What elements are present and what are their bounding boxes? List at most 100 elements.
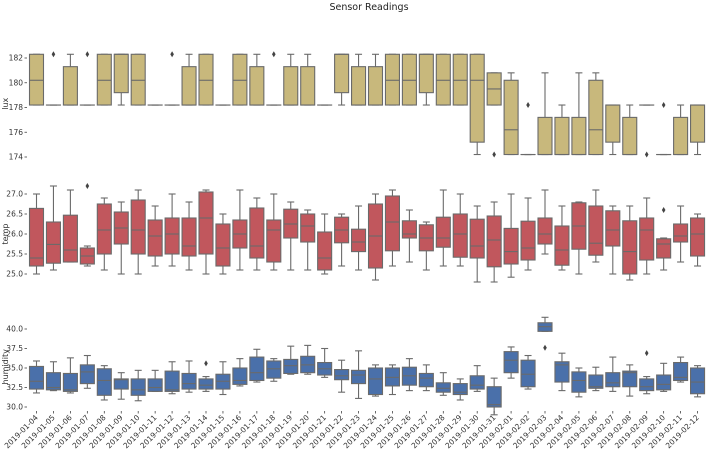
box-body [469, 218, 485, 259]
box-humidity-2019-01-26 [401, 358, 417, 392]
box-lux-2019-02-02 [520, 102, 536, 156]
box-temp-2019-01-16 [232, 189, 248, 271]
box-lux-2019-01-16 [232, 53, 248, 106]
box-body [554, 361, 570, 383]
box-lux-2019-02-03 [537, 72, 553, 156]
box-lux-2019-01-26 [401, 53, 417, 106]
box-lux-2019-01-04 [28, 53, 45, 106]
box-temp-2019-01-13 [181, 201, 197, 271]
box-temp-2019-01-09 [113, 201, 129, 275]
box-humidity-2019-01-22 [334, 359, 350, 393]
box-humidity-2019-02-12 [689, 365, 706, 398]
box-temp-2019-01-24 [367, 193, 384, 281]
box-humidity-2019-02-08 [622, 364, 638, 397]
box-temp-2019-01-22 [334, 213, 350, 267]
box-body [622, 220, 638, 275]
outlier-point [644, 151, 649, 158]
box-body [62, 372, 78, 392]
box-body [113, 378, 129, 390]
box-body [334, 369, 350, 381]
y-tick-label: 30.0 [6, 403, 23, 412]
outlier-point [51, 51, 56, 58]
box-body [673, 361, 689, 382]
box-temp-2019-01-06 [62, 189, 78, 263]
box-temp-2019-01-05 [45, 185, 62, 271]
box-body [181, 217, 197, 257]
y-tick-label: 182 [9, 54, 24, 63]
box-humidity-2019-01-04 [28, 360, 45, 394]
y-axis-label-temp: temp [1, 224, 10, 245]
box-humidity-2019-02-10 [656, 362, 672, 392]
box-lux-2019-01-12 [164, 51, 180, 106]
box-body [554, 116, 570, 156]
box-humidity-2019-02-01 [503, 346, 519, 379]
box-body [418, 53, 434, 94]
box-body [571, 371, 587, 393]
y-tick-label: 27.0 [6, 190, 23, 199]
y-tick-label: 40.0 [6, 325, 23, 334]
box-body [537, 116, 553, 156]
box-temp-2019-02-03 [537, 189, 553, 255]
box-temp-2019-02-05 [571, 201, 587, 275]
box-body [520, 220, 536, 261]
box-body [164, 217, 180, 255]
box-temp-2019-02-07 [605, 205, 621, 275]
box-lux-2019-02-12 [689, 104, 706, 156]
box-lux-2019-01-14 [198, 53, 214, 106]
box-body [79, 364, 95, 385]
box-body [469, 53, 485, 143]
box-body [28, 365, 45, 390]
box-body [605, 104, 621, 143]
box-temp-2019-02-04 [554, 205, 570, 271]
box-lux-2019-02-05 [571, 72, 587, 156]
box-body [130, 53, 146, 106]
box-lux-2019-01-28 [435, 53, 451, 106]
box-body [384, 195, 401, 252]
box-temp-2019-02-02 [520, 197, 536, 271]
box-body [96, 203, 112, 255]
box-humidity-2019-02-06 [588, 366, 604, 392]
box-body [198, 53, 214, 106]
box-body [283, 66, 299, 106]
box-body [367, 66, 384, 106]
box-temp-2019-01-26 [401, 209, 417, 263]
box-lux-2019-02-06 [588, 72, 604, 156]
box-body [605, 210, 621, 247]
box-body [622, 116, 638, 156]
box-lux-2019-02-04 [554, 104, 570, 156]
box-body [198, 378, 214, 390]
box-body [503, 79, 519, 156]
box-humidity-2019-02-09 [639, 350, 655, 395]
box-body [689, 367, 706, 395]
y-tick-label: 32.5 [6, 383, 23, 392]
box-humidity-2019-01-16 [232, 358, 248, 387]
box-lux-2019-01-13 [181, 53, 197, 106]
box-body [28, 207, 45, 267]
box-lux-2019-01-25 [384, 53, 401, 106]
box-humidity-2019-01-05 [45, 361, 62, 392]
outlier-point [492, 151, 496, 158]
box-humidity-2019-01-07 [79, 354, 95, 389]
box-humidity-2019-01-14 [198, 360, 214, 392]
box-body [537, 217, 553, 245]
box-body [452, 383, 468, 396]
box-body [401, 220, 417, 239]
box-humidity-2019-01-29 [452, 378, 468, 401]
box-body [469, 375, 485, 390]
outlier-point [85, 51, 90, 58]
box-lux-2019-01-09 [113, 53, 129, 106]
box-temp-2019-01-29 [452, 193, 468, 267]
box-temp-2019-02-12 [689, 213, 706, 267]
y-tick-label: 178 [9, 103, 24, 112]
box-body [435, 53, 451, 106]
box-body [334, 53, 350, 94]
y-tick-label: 25.0 [6, 270, 23, 279]
outlier-point [661, 207, 666, 213]
box-humidity-2019-01-17 [249, 348, 265, 383]
box-body [181, 66, 197, 106]
y-tick-label: 176 [9, 128, 24, 137]
box-body [266, 360, 282, 379]
box-lux-2019-01-19 [283, 53, 299, 106]
box-temp-2019-02-09 [639, 197, 655, 275]
